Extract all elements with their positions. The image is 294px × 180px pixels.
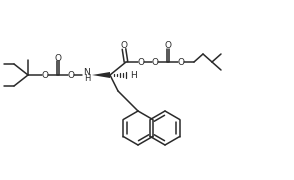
Text: O: O [68, 71, 74, 80]
Text: O: O [121, 40, 128, 50]
Text: O: O [54, 53, 61, 62]
Text: O: O [138, 57, 144, 66]
Text: O: O [178, 57, 185, 66]
Text: O: O [165, 40, 171, 50]
Text: O: O [151, 57, 158, 66]
Text: H: H [84, 74, 90, 83]
Text: O: O [41, 71, 49, 80]
Text: H: H [130, 71, 137, 80]
Text: N: N [83, 68, 90, 76]
Polygon shape [92, 72, 110, 78]
